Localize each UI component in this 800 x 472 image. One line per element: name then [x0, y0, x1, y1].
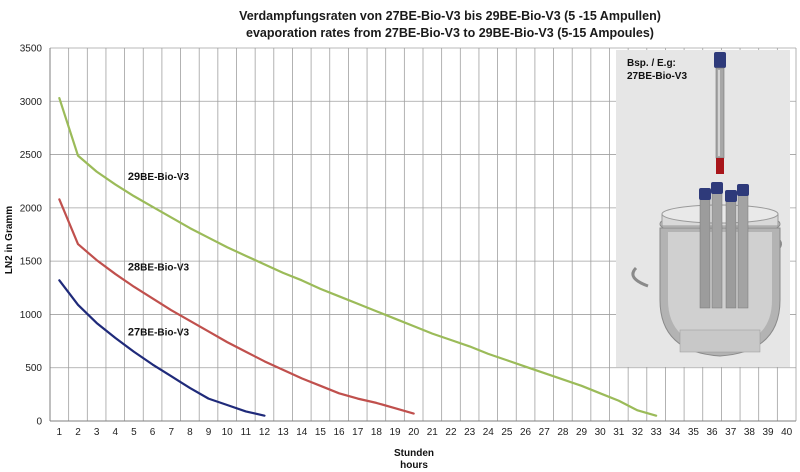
x-tick-label: 22	[445, 427, 457, 438]
x-tick-label: 16	[334, 427, 346, 438]
x-tick-label: 33	[651, 427, 663, 438]
chart-title-block: Verdampfungsraten von 27BE-Bio-V3 bis 29…	[180, 8, 720, 42]
x-tick-label: 25	[501, 427, 513, 438]
x-tick-label: 24	[483, 427, 495, 438]
x-tick-label: 35	[688, 427, 700, 438]
inset-caption-line1: Bsp. / E.g:	[627, 58, 676, 69]
x-tick-label: 3	[94, 427, 100, 438]
x-axis-label-english: hours	[400, 460, 428, 471]
x-tick-label: 31	[613, 427, 625, 438]
chart-subtitle: evaporation rates from 27BE-Bio-V3 to 29…	[246, 26, 654, 40]
x-tick-label: 27	[539, 427, 551, 438]
y-tick-label: 1500	[20, 257, 43, 268]
x-tick-label: 19	[389, 427, 401, 438]
x-tick-label: 26	[520, 427, 532, 438]
product-image: Bsp. / E.g: 27BE-Bio-V3	[616, 50, 790, 367]
y-axis-label: LN2 in Gramm	[4, 206, 15, 274]
series-label: 29BE-Bio-V3	[128, 171, 190, 183]
series-label: 27BE-Bio-V3	[128, 327, 190, 339]
x-tick-label: 11	[241, 427, 252, 438]
y-tick-label: 500	[25, 363, 42, 374]
x-tick-label: 1	[57, 427, 63, 438]
x-tick-label: 17	[352, 427, 364, 438]
x-axis-label: Stunden	[394, 448, 434, 459]
chart-title: Verdampfungsraten von 27BE-Bio-V3 bis 29…	[239, 9, 661, 23]
cane-illustration	[714, 52, 726, 174]
x-tick-label: 29	[576, 427, 588, 438]
x-tick-label: 40	[781, 427, 793, 438]
series-line-27BE-Bio-V3	[58, 279, 266, 417]
x-tick-label: 28	[557, 427, 569, 438]
x-tick-label: 39	[762, 427, 774, 438]
series-lines	[58, 96, 658, 417]
x-tick-label: 20	[408, 427, 420, 438]
y-tick-label: 3500	[20, 44, 43, 55]
x-tick-label: 37	[725, 427, 737, 438]
x-tick-label: 32	[632, 427, 644, 438]
series-labels: 29BE-Bio-V3 28BE-Bio-V3 27BE-Bio-V3	[128, 171, 190, 339]
x-tick-label: 18	[371, 427, 383, 438]
x-tick-label: 5	[131, 427, 137, 438]
x-axis-ticks: 1 2 3 4 5 6 7 8 9 10 11 12 13 14 15 16 17 18 19 20 21 22 23 24 2…	[57, 427, 793, 438]
x-tick-label: 7	[168, 427, 174, 438]
x-tick-label: 30	[595, 427, 607, 438]
x-tick-label: 15	[315, 427, 327, 438]
x-tick-label: 8	[187, 427, 193, 438]
x-tick-label: 2	[75, 427, 81, 438]
y-axis-ticks: 0 500 1000 1500 2000 2500 3000 3500	[20, 44, 43, 428]
x-tick-label: 38	[744, 427, 756, 438]
x-tick-label: 21	[427, 427, 439, 438]
x-tick-label: 4	[112, 427, 118, 438]
y-tick-label: 1000	[20, 310, 43, 321]
x-tick-label: 23	[464, 427, 476, 438]
x-tick-label: 12	[259, 427, 271, 438]
x-tick-label: 14	[296, 427, 308, 438]
x-tick-label: 9	[206, 427, 212, 438]
y-tick-label: 2500	[20, 150, 43, 161]
series-line-28BE-Bio-V3	[58, 198, 415, 415]
x-tick-label: 34	[669, 427, 681, 438]
x-tick-label: 10	[222, 427, 234, 438]
x-tick-label: 36	[707, 427, 719, 438]
y-tick-label: 3000	[20, 97, 43, 108]
series-label: 28BE-Bio-V3	[128, 262, 190, 274]
x-tick-label: 6	[150, 427, 156, 438]
x-tick-label: 13	[278, 427, 290, 438]
dewar-illustration	[631, 182, 782, 357]
y-tick-label: 2000	[20, 203, 43, 214]
inset-caption-line2: 27BE-Bio-V3	[627, 71, 687, 82]
y-tick-label: 0	[36, 417, 42, 428]
